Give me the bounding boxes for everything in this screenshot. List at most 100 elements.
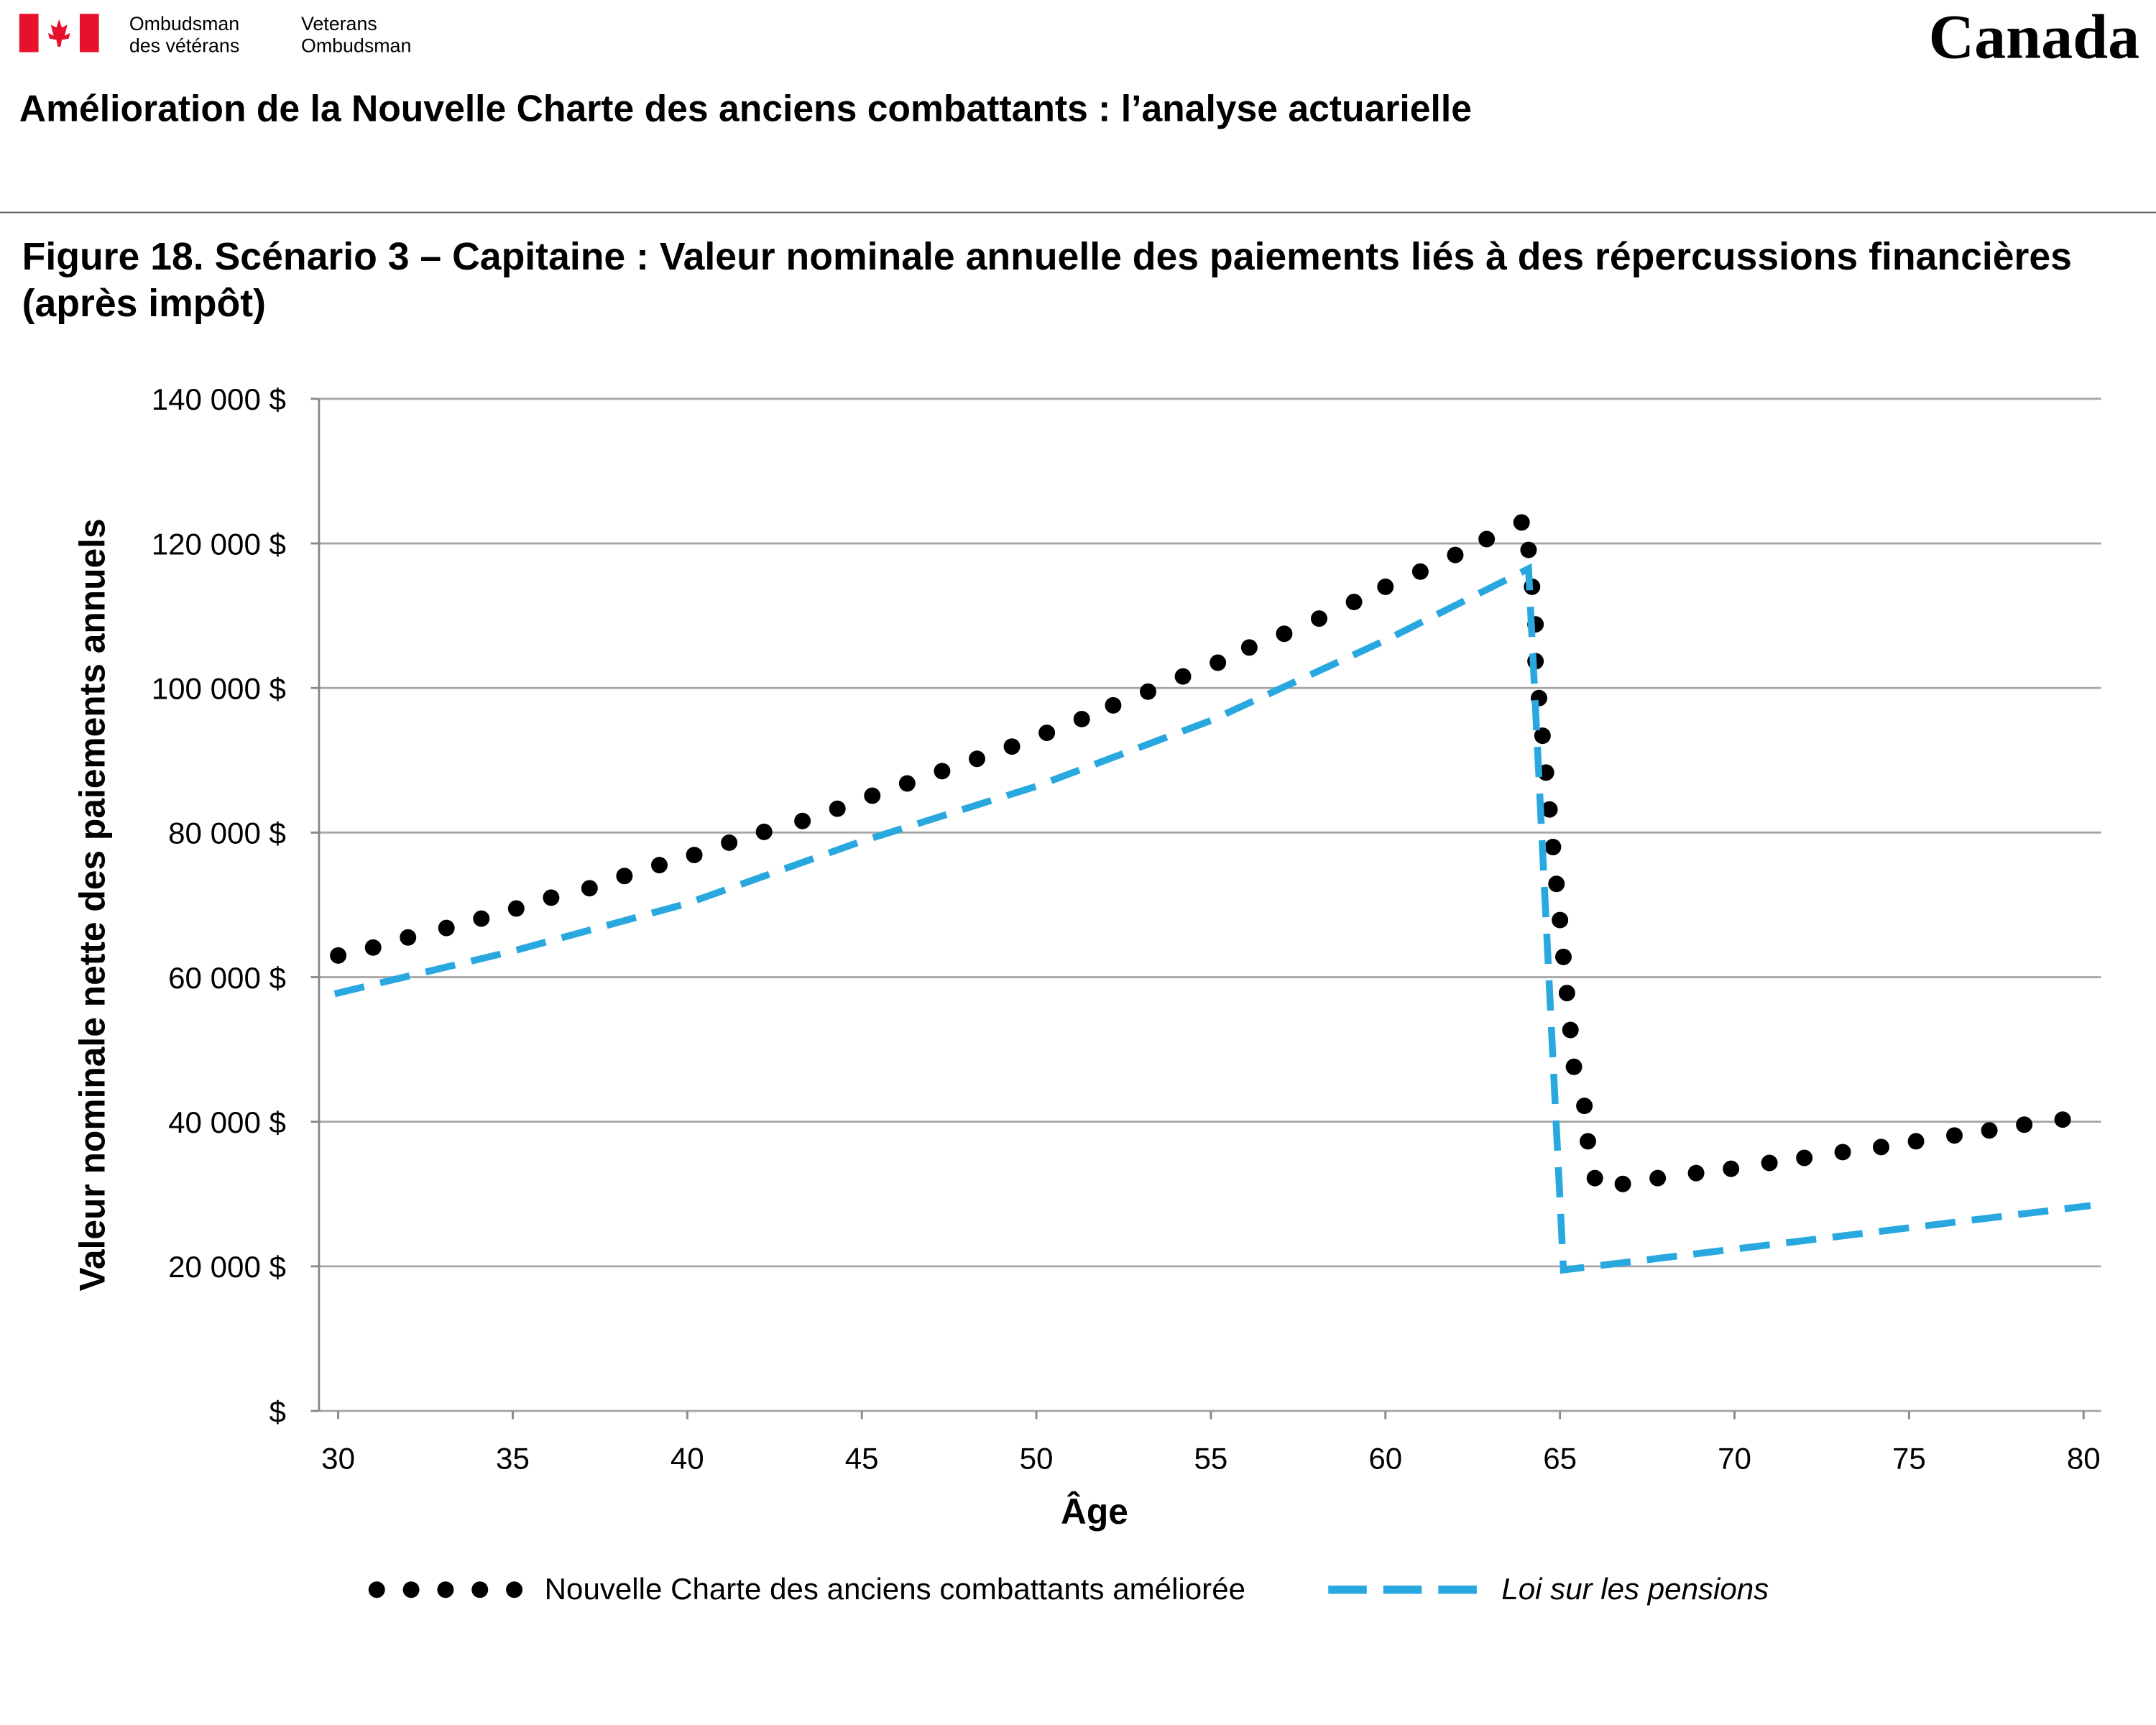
x-tick-label: 60	[1368, 1441, 1402, 1475]
legend-marker	[437, 1581, 454, 1598]
data-dot	[1907, 1133, 1925, 1150]
y-tick-label: 40 000 $	[168, 1105, 286, 1139]
org-fr: Ombudsman des vétérans	[129, 12, 239, 56]
legend-label: Nouvelle Charte des anciens combattants …	[545, 1572, 1245, 1606]
rule	[0, 211, 2156, 213]
data-dot	[1174, 668, 1192, 685]
y-tick-label: 60 000 $	[168, 961, 286, 995]
data-dot	[1520, 541, 1537, 558]
data-dot	[1311, 610, 1327, 627]
data-dot	[1411, 563, 1429, 580]
legend-label: Loi sur les pensions	[1501, 1572, 1769, 1606]
data-dot	[507, 900, 525, 917]
data-dot	[721, 834, 738, 851]
data-dot	[1687, 1164, 1705, 1182]
data-dot	[1565, 1058, 1583, 1075]
data-dot	[864, 787, 881, 804]
y-tick-label: 140 000 $	[152, 382, 286, 416]
data-dot	[934, 763, 951, 780]
x-tick-label: 30	[321, 1441, 355, 1475]
legend-marker	[402, 1581, 420, 1598]
data-dot	[1345, 594, 1363, 610]
data-dot	[686, 847, 703, 864]
data-dot	[473, 910, 490, 927]
x-tick-label: 70	[1718, 1441, 1751, 1475]
data-dot	[1555, 948, 1572, 965]
x-tick-label: 55	[1194, 1441, 1228, 1475]
data-dot	[1541, 801, 1558, 818]
data-dot	[755, 823, 773, 840]
data-dot	[1073, 710, 1090, 727]
x-tick-label: 75	[1892, 1441, 1926, 1475]
data-dot	[1478, 530, 1496, 548]
data-dot	[364, 939, 382, 956]
data-dot	[2054, 1111, 2071, 1128]
data-dot	[2016, 1116, 2033, 1133]
x-tick-label: 50	[1020, 1441, 1054, 1475]
data-dot	[1377, 578, 1394, 595]
doc-title: Amélioration de la Nouvelle Charte des a…	[19, 88, 1472, 129]
y-axis-label: Valeur nominale nette des paiements annu…	[72, 518, 112, 1291]
x-tick-label: 80	[2067, 1441, 2101, 1475]
data-dot	[1105, 696, 1122, 714]
data-dot	[829, 800, 846, 817]
data-dot	[1649, 1169, 1667, 1187]
data-dot	[1562, 1021, 1579, 1039]
org-line: Ombudsman	[301, 34, 412, 57]
legend-marker	[368, 1581, 385, 1598]
data-dot	[1447, 546, 1464, 564]
org-line: Ombudsman	[129, 12, 240, 34]
org-line: Veterans	[301, 12, 377, 34]
x-tick-label: 35	[496, 1441, 530, 1475]
data-dot	[1558, 985, 1575, 1002]
y-tick-label: $	[270, 1394, 286, 1428]
legend-marker	[506, 1581, 523, 1598]
data-dot	[1586, 1169, 1603, 1187]
flag-logo	[19, 14, 99, 52]
legend-marker	[471, 1581, 489, 1598]
data-dot	[1614, 1175, 1631, 1192]
data-dot	[794, 812, 811, 829]
data-dot	[1513, 514, 1530, 531]
data-dot	[581, 880, 598, 897]
data-dot	[438, 919, 455, 937]
data-dot	[650, 857, 668, 874]
data-dot	[543, 889, 560, 906]
wordmark: Canada	[1928, 1, 2140, 72]
data-dot	[330, 947, 347, 964]
data-dot	[1761, 1154, 1778, 1172]
y-tick-label: 100 000 $	[152, 672, 286, 706]
data-dot	[616, 868, 633, 885]
data-dot	[1796, 1149, 1813, 1167]
data-dot	[1276, 625, 1293, 643]
data-dot	[1003, 738, 1021, 755]
data-dot	[1548, 875, 1565, 893]
data-dot	[969, 750, 985, 768]
data-dot	[898, 775, 916, 792]
data-dot	[1240, 639, 1258, 656]
data-dot	[1723, 1160, 1740, 1177]
data-dot	[1552, 911, 1569, 929]
legend-item: Loi sur les pensions	[1328, 1572, 1769, 1606]
data-dot	[1544, 839, 1562, 855]
x-tick-label: 40	[671, 1441, 704, 1475]
x-tick-label: 45	[845, 1441, 879, 1475]
legend-item: Nouvelle Charte des anciens combattants …	[368, 1572, 1245, 1606]
y-tick-label: 120 000 $	[152, 527, 286, 561]
y-tick-label: 20 000 $	[168, 1250, 286, 1284]
data-dot	[400, 929, 417, 946]
x-axis-label: Âge	[1061, 1491, 1128, 1532]
data-dot	[1140, 683, 1156, 700]
data-line	[333, 563, 2091, 1274]
data-dot	[1873, 1138, 1889, 1156]
data-dot	[1834, 1144, 1851, 1161]
data-dot	[1981, 1122, 1998, 1139]
data-dot	[1576, 1098, 1593, 1115]
data-dot	[1580, 1133, 1596, 1150]
data-dot	[1210, 654, 1227, 671]
org-en: Veterans Ombudsman	[301, 12, 411, 56]
data-dot	[1534, 727, 1551, 745]
x-tick-label: 65	[1543, 1441, 1577, 1475]
